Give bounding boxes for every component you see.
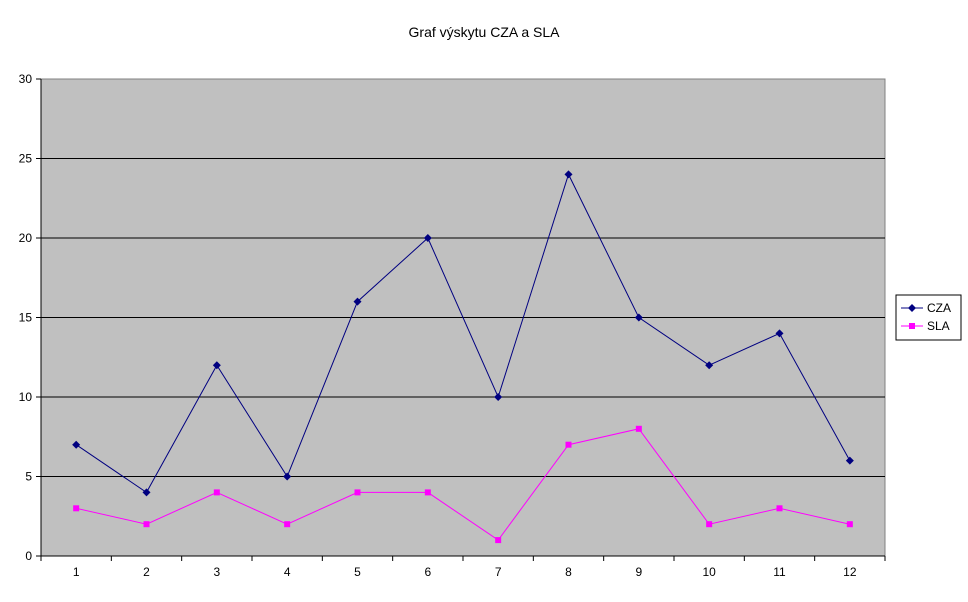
- y-tick-label: 0: [25, 549, 32, 563]
- data-point-cza: [775, 329, 784, 338]
- legend-label-sla: SLA: [927, 319, 950, 333]
- data-point-cza: [494, 393, 503, 401]
- data-point-cza: [634, 313, 643, 322]
- data-point-cza: [142, 488, 151, 497]
- legend: CZA SLA: [895, 294, 962, 341]
- data-point-sla: [73, 505, 80, 512]
- x-tick-label: 10: [702, 565, 716, 579]
- chart-title: Graf výskytu CZA a SLA: [409, 24, 561, 40]
- data-point-cza: [845, 456, 854, 465]
- y-tick-label: 30: [19, 72, 33, 86]
- x-tick-label: 12: [843, 565, 857, 579]
- x-tick-label: 7: [495, 565, 502, 579]
- data-point-sla: [565, 441, 572, 448]
- legend-marker-cza: [908, 304, 916, 312]
- data-point-cza: [353, 297, 362, 306]
- data-point-sla: [706, 521, 713, 528]
- y-tick-label: 10: [19, 390, 33, 404]
- x-tick-label: 11: [773, 565, 786, 579]
- data-point-sla: [284, 521, 291, 528]
- series-line-sla: [76, 428, 850, 541]
- data-point-sla: [424, 489, 431, 496]
- x-tick-label: 9: [635, 565, 642, 579]
- y-tick-label: 25: [19, 152, 33, 166]
- data-point-sla: [213, 489, 220, 496]
- data-point-sla: [143, 521, 150, 528]
- data-point-cza: [705, 361, 714, 370]
- data-point-sla: [846, 521, 853, 528]
- y-tick-label: 15: [19, 311, 33, 325]
- data-point-cza: [283, 472, 292, 481]
- data-point-cza: [564, 170, 573, 179]
- data-point-cza: [72, 440, 81, 449]
- x-tick-label: 8: [565, 565, 572, 579]
- data-point-sla: [354, 489, 361, 496]
- x-tick-label: 6: [424, 565, 431, 579]
- y-tick-label: 20: [19, 231, 33, 245]
- y-tick-label: 5: [25, 470, 32, 484]
- legend-marker-sla: [909, 323, 915, 329]
- x-tick-label: 5: [354, 565, 361, 579]
- x-tick-label: 3: [213, 565, 220, 579]
- series-line-cza: [75, 173, 851, 494]
- x-tick-label: 1: [73, 565, 80, 579]
- data-point-cza: [423, 234, 432, 242]
- x-tick-label: 2: [143, 565, 150, 579]
- data-point-sla: [495, 537, 502, 544]
- data-point-sla: [635, 425, 642, 432]
- legend-label-cza: CZA: [927, 301, 951, 315]
- data-point-sla: [776, 505, 783, 512]
- x-tick-label: 4: [284, 565, 291, 579]
- data-point-cza: [212, 361, 221, 370]
